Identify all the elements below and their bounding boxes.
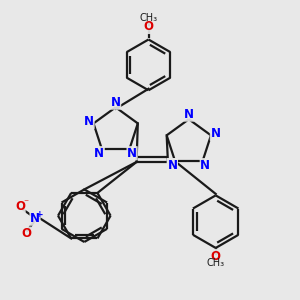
Text: +: + [36,210,43,219]
Text: N: N [167,159,177,172]
Text: N: N [127,147,137,160]
Text: N: N [84,116,94,128]
Text: N: N [167,159,177,172]
Text: O: O [143,20,154,34]
Text: O: O [21,227,31,240]
Text: CH₃: CH₃ [207,259,225,269]
Text: ⁻: ⁻ [23,198,28,208]
Text: N: N [30,212,40,225]
Text: N: N [210,128,220,140]
Text: N: N [111,96,121,109]
Text: CH₃: CH₃ [140,13,158,23]
Text: N: N [200,159,210,172]
Text: N: N [94,147,104,160]
Text: O: O [211,250,221,262]
Text: N: N [184,108,194,121]
Text: O: O [15,200,25,213]
